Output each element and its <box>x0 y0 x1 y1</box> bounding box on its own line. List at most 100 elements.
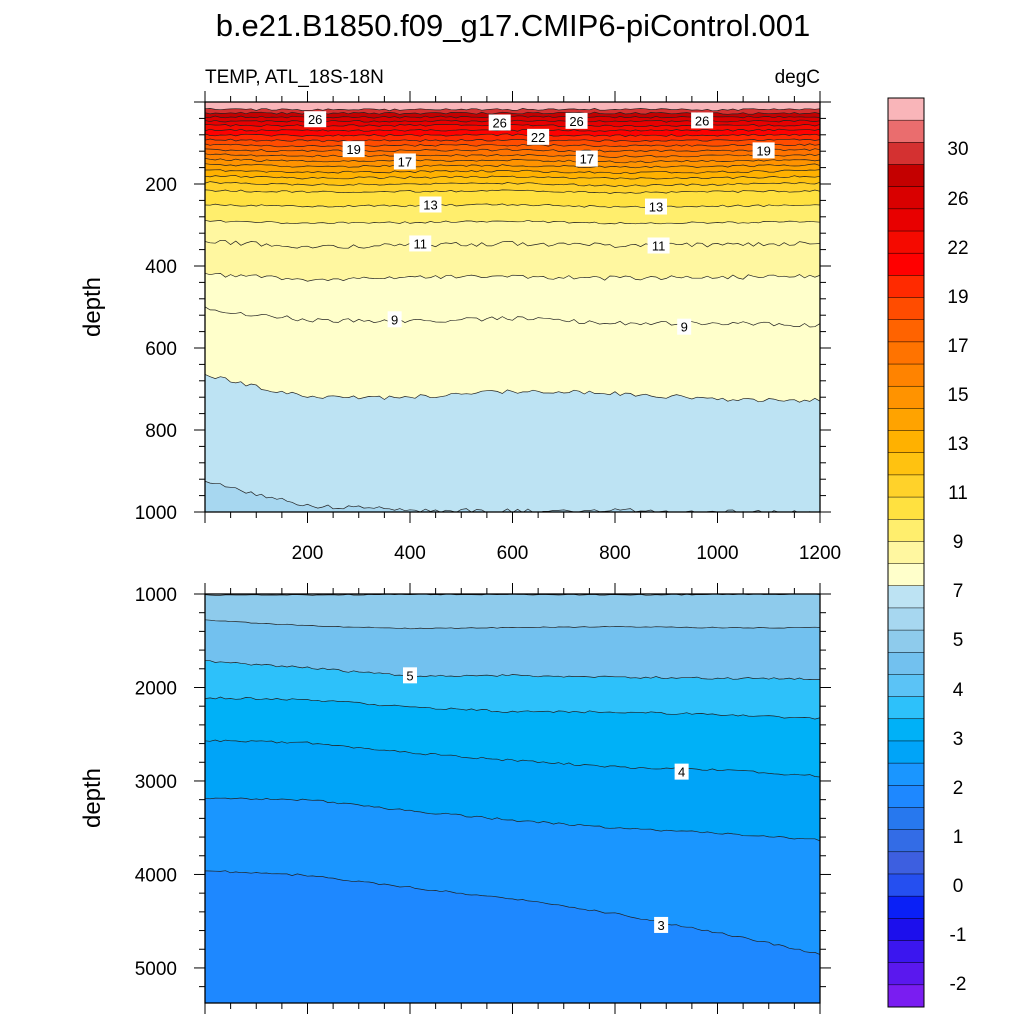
svg-text:26: 26 <box>569 114 583 129</box>
colorbar-label: 5 <box>953 630 964 651</box>
lower-ylabel: depth <box>79 768 106 828</box>
contour-label: 13 <box>645 198 667 215</box>
plot-area <box>205 594 820 1003</box>
plot-area <box>205 102 820 512</box>
contour-label: 3 <box>654 916 669 933</box>
colorbar-swatch <box>888 208 924 232</box>
colorbar-label: 3 <box>953 729 964 750</box>
contour-line-10 <box>205 272 820 282</box>
contour-line-23 <box>205 138 820 143</box>
y-tick-label: 1000 <box>135 503 177 524</box>
colorbar-swatch <box>888 386 924 409</box>
contour-label: 26 <box>565 112 588 129</box>
svg-text:9: 9 <box>391 312 398 327</box>
colorbar-swatch <box>888 275 924 298</box>
contour-label: 9 <box>677 318 692 335</box>
svg-text:13: 13 <box>423 198 437 213</box>
contour-label: 5 <box>403 667 417 684</box>
svg-text:3: 3 <box>658 918 665 933</box>
colorbar-label: 13 <box>947 434 968 455</box>
colorbar-swatch <box>888 231 924 254</box>
colorbar-swatch <box>888 829 924 853</box>
upper-panel: 26 26 26 26 22 19 17 17 19 13 13 11 11 9 9 200 400 600 800… <box>135 91 841 564</box>
colorbar-swatch <box>888 364 924 387</box>
contour-label: 17 <box>575 150 598 167</box>
colorbar-swatch <box>888 785 924 808</box>
y-tick-label: 800 <box>145 421 177 442</box>
svg-text:19: 19 <box>346 142 360 157</box>
colorbar-swatch <box>888 519 924 542</box>
contour-label: 11 <box>647 237 670 254</box>
colorbar-swatch <box>888 674 924 697</box>
colorbar-swatch <box>888 763 924 786</box>
svg-text:11: 11 <box>652 239 666 254</box>
y-tick-label: 5000 <box>135 959 177 980</box>
x-tick-label: 1000 <box>696 543 738 564</box>
contour-line-16 <box>205 175 820 180</box>
svg-text:26: 26 <box>492 116 506 131</box>
colorbar-label: 15 <box>947 385 968 406</box>
contour-line-20 <box>205 153 820 158</box>
contour-label: 13 <box>419 196 442 213</box>
svg-text:5: 5 <box>406 668 413 683</box>
colorbar-swatch <box>888 319 924 343</box>
y-tick-label: 3000 <box>135 772 177 793</box>
colorbar-frame <box>887 97 925 1008</box>
contour-label: 9 <box>387 311 402 328</box>
lower-panel: 5 4 3 1000 2000 3000 4000 5000 <box>135 583 831 1014</box>
colorbar: 30 26 22 19 17 15 13 11 9 7 5 4 3 2 1 0 -1 -2 <box>887 97 969 1008</box>
y-tick-label: 600 <box>145 339 177 360</box>
colorbar-swatch <box>888 452 924 476</box>
colorbar-swatch <box>888 253 924 276</box>
svg-text:19: 19 <box>756 143 770 158</box>
contour-line-19 <box>205 158 820 164</box>
colorbar-swatch <box>888 940 924 963</box>
contour-label: 11 <box>409 235 432 252</box>
y-tick-label: 2000 <box>135 678 177 699</box>
colorbar-swatch <box>888 164 924 187</box>
x-tick-label: 1200 <box>799 543 841 564</box>
colorbar-swatch <box>888 896 924 919</box>
x-tick-label: 400 <box>394 543 426 564</box>
colorbar-label: 26 <box>947 189 968 210</box>
band-below-8 <box>205 374 820 512</box>
contour-line-4 <box>205 739 820 778</box>
contour-label: 4 <box>674 763 689 780</box>
contour-line-11 <box>205 239 820 249</box>
upper-right-label: degC <box>775 67 820 88</box>
colorbar-swatch <box>888 408 924 431</box>
x-tick-label: 800 <box>599 543 631 564</box>
band-below-7 <box>205 481 820 512</box>
colorbar-swatch <box>888 962 924 986</box>
colorbar-label: 7 <box>953 581 964 602</box>
contour-line-18 <box>205 163 820 169</box>
colorbar-swatch <box>888 563 924 587</box>
contour-label: 17 <box>393 153 416 170</box>
upper-ylabel: depth <box>79 277 106 337</box>
colorbar-swatch <box>888 918 924 941</box>
colorbar-swatch <box>888 807 924 830</box>
contour-line-22 <box>205 143 820 148</box>
contour-line-30 <box>205 108 820 112</box>
contour-line-21 <box>205 148 820 153</box>
colorbar-swatch <box>888 98 924 121</box>
band-below-3 <box>205 870 820 1003</box>
contour-label: 26 <box>488 114 511 131</box>
colorbar-label: 0 <box>953 876 964 897</box>
colorbar-swatch <box>888 474 924 498</box>
colorbar-label: 17 <box>947 336 968 357</box>
colorbar-swatch <box>888 186 924 210</box>
svg-text:13: 13 <box>649 200 663 215</box>
colorbar-swatch <box>888 740 924 764</box>
colorbar-swatch <box>888 341 924 365</box>
contour-line-17 <box>205 169 820 175</box>
y-tick-label: 1000 <box>135 585 177 606</box>
contour-line-4.5 <box>205 696 820 720</box>
chart-title: b.e21.B1850.f09_g17.CMIP6-piControl.001 <box>216 8 811 43</box>
contour-line-9 <box>205 306 820 328</box>
colorbar-label: -1 <box>950 925 967 946</box>
colorbar-label: 4 <box>953 680 964 701</box>
contour-label: 26 <box>304 111 327 128</box>
colorbar-label: 9 <box>953 532 964 553</box>
